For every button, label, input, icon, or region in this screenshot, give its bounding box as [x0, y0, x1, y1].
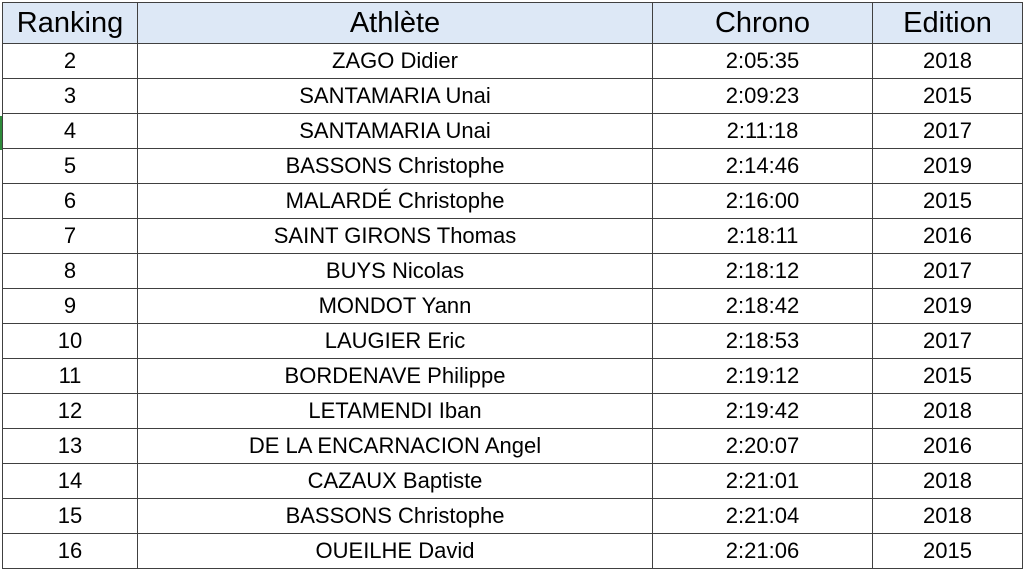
edition-cell: 2019 [872, 148, 1023, 184]
edition-cell: 2018 [872, 463, 1023, 499]
edition-cell: 2018 [872, 393, 1023, 429]
chrono-cell: 2:18:53 [652, 323, 873, 359]
table-row: 14 CAZAUX Baptiste 2:21:01 2018 [2, 463, 1023, 499]
athlete-cell: BORDENAVE Philippe [137, 358, 653, 394]
edition-cell: 2017 [872, 113, 1023, 149]
edition-cell: 2016 [872, 218, 1023, 254]
chrono-cell: 2:09:23 [652, 78, 873, 114]
ranking-cell: 4 [2, 113, 138, 149]
header-edition: Edition [872, 2, 1023, 44]
chrono-cell: 2:21:04 [652, 498, 873, 534]
table-row: 12 LETAMENDI Iban 2:19:42 2018 [2, 393, 1023, 429]
chrono-cell: 2:21:01 [652, 463, 873, 499]
table-row: 11 BORDENAVE Philippe 2:19:12 2015 [2, 358, 1023, 394]
edition-cell: 2015 [872, 358, 1023, 394]
ranking-cell: 7 [2, 218, 138, 254]
ranking-cell: 8 [2, 253, 138, 289]
chrono-cell: 2:21:06 [652, 533, 873, 569]
table-row: 9 MONDOT Yann 2:18:42 2019 [2, 288, 1023, 324]
edition-cell: 2017 [872, 323, 1023, 359]
ranking-cell: 14 [2, 463, 138, 499]
ranking-cell: 13 [2, 428, 138, 464]
athlete-cell: SANTAMARIA Unai [137, 113, 653, 149]
ranking-cell: 6 [2, 183, 138, 219]
table-row: 6 MALARDÉ Christophe 2:16:00 2015 [2, 183, 1023, 219]
chrono-cell: 2:20:07 [652, 428, 873, 464]
chrono-cell: 2:19:42 [652, 393, 873, 429]
athlete-cell: MALARDÉ Christophe [137, 183, 653, 219]
edition-cell: 2017 [872, 253, 1023, 289]
chrono-cell: 2:18:11 [652, 218, 873, 254]
athlete-cell: OUEILHE David [137, 533, 653, 569]
table-row: 7 SAINT GIRONS Thomas 2:18:11 2016 [2, 218, 1023, 254]
table-header: Ranking Athlète Chrono Edition [2, 2, 1023, 44]
table-row: 8 BUYS Nicolas 2:18:12 2017 [2, 253, 1023, 289]
table-row: 15 BASSONS Christophe 2:21:04 2018 [2, 498, 1023, 534]
chrono-cell: 2:16:00 [652, 183, 873, 219]
chrono-cell: 2:05:35 [652, 43, 873, 79]
edition-cell: 2019 [872, 288, 1023, 324]
edition-cell: 2015 [872, 78, 1023, 114]
table-row: 10 LAUGIER Eric 2:18:53 2017 [2, 323, 1023, 359]
header-ranking: Ranking [2, 2, 138, 44]
edition-cell: 2015 [872, 183, 1023, 219]
ranking-cell: 5 [2, 148, 138, 184]
header-chrono: Chrono [652, 2, 873, 44]
ranking-cell: 9 [2, 288, 138, 324]
table-row: 13 DE LA ENCARNACION Angel 2:20:07 2016 [2, 428, 1023, 464]
athlete-cell: BASSONS Christophe [137, 498, 653, 534]
table-row: 16 OUEILHE David 2:21:06 2015 [2, 533, 1023, 569]
header-row: Ranking Athlète Chrono Edition [2, 2, 1023, 44]
athlete-cell: ZAGO Didier [137, 43, 653, 79]
chrono-cell: 2:18:12 [652, 253, 873, 289]
table-row: 2 ZAGO Didier 2:05:35 2018 [2, 43, 1023, 79]
chrono-cell: 2:14:46 [652, 148, 873, 184]
edition-cell: 2018 [872, 498, 1023, 534]
ranking-cell: 16 [2, 533, 138, 569]
ranking-cell: 15 [2, 498, 138, 534]
ranking-cell: 2 [2, 43, 138, 79]
athlete-cell: SANTAMARIA Unai [137, 78, 653, 114]
ranking-cell: 10 [2, 323, 138, 359]
table-row: 4 SANTAMARIA Unai 2:11:18 2017 [2, 113, 1023, 149]
table-row: 5 BASSONS Christophe 2:14:46 2019 [2, 148, 1023, 184]
chrono-cell: 2:19:12 [652, 358, 873, 394]
table-row: 3 SANTAMARIA Unai 2:09:23 2015 [2, 78, 1023, 114]
edition-cell: 2015 [872, 533, 1023, 569]
athlete-cell: LETAMENDI Iban [137, 393, 653, 429]
athlete-cell: SAINT GIRONS Thomas [137, 218, 653, 254]
athlete-cell: MONDOT Yann [137, 288, 653, 324]
athlete-cell: BASSONS Christophe [137, 148, 653, 184]
athlete-cell: DE LA ENCARNACION Angel [137, 428, 653, 464]
athlete-cell: BUYS Nicolas [137, 253, 653, 289]
header-athlete: Athlète [137, 2, 653, 44]
ranking-cell: 12 [2, 393, 138, 429]
table-body: 2 ZAGO Didier 2:05:35 2018 3 SANTAMARIA Unai 2… [2, 43, 1023, 569]
athlete-cell: CAZAUX Baptiste [137, 463, 653, 499]
chrono-cell: 2:18:42 [652, 288, 873, 324]
athlete-cell: LAUGIER Eric [137, 323, 653, 359]
ranking-cell: 11 [2, 358, 138, 394]
chrono-cell: 2:11:18 [652, 113, 873, 149]
edition-cell: 2018 [872, 43, 1023, 79]
ranking-cell: 3 [2, 78, 138, 114]
row-selection-marker [0, 116, 2, 150]
edition-cell: 2016 [872, 428, 1023, 464]
